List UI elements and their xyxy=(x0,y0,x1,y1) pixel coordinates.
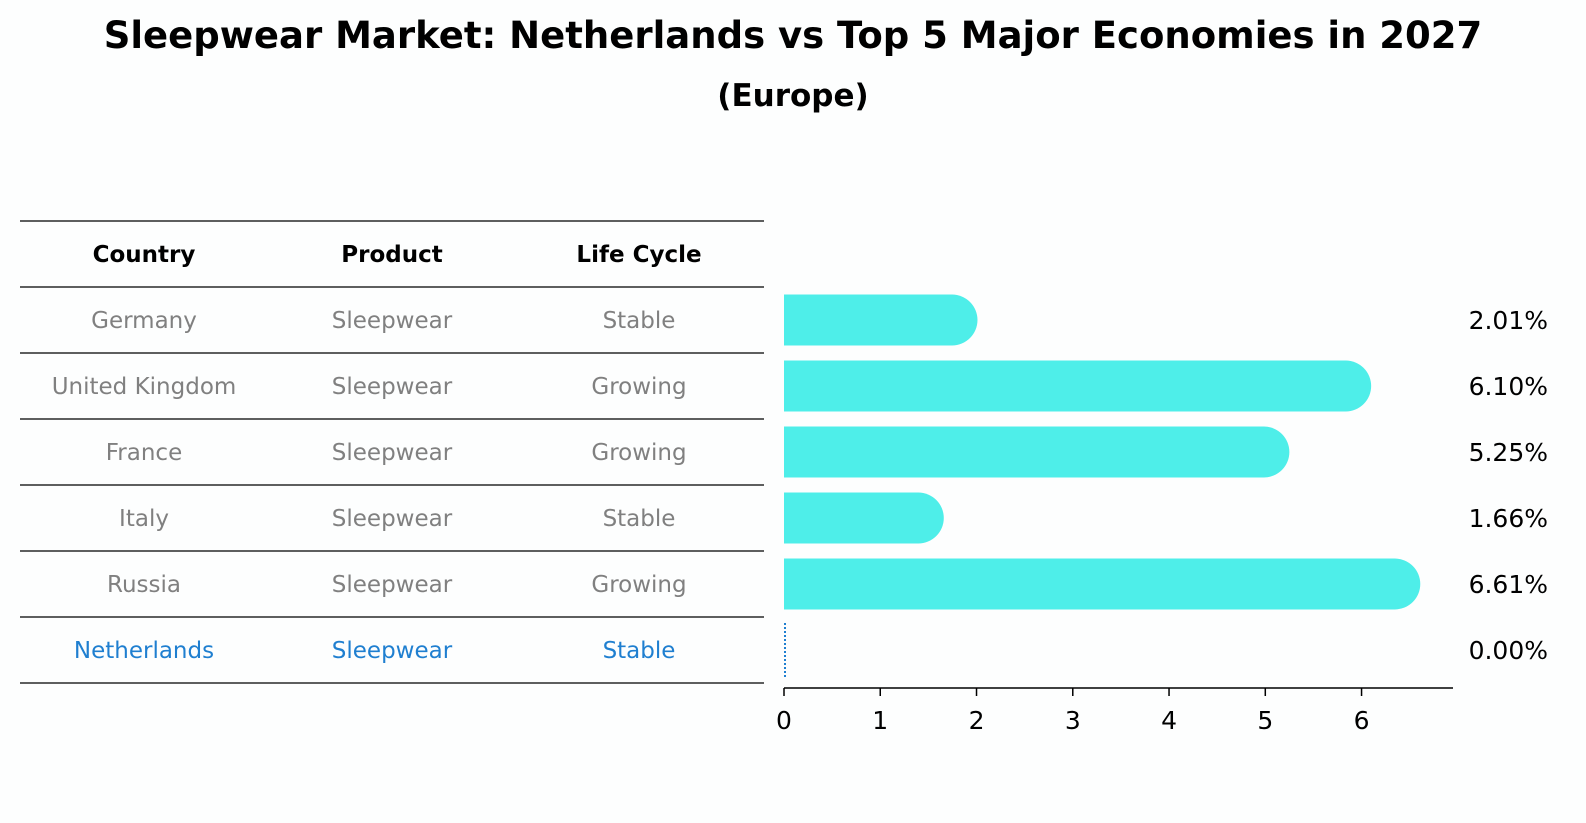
table-cell: Sleepwear xyxy=(332,638,453,664)
chart-title: Sleepwear Market: Netherlands vs Top 5 M… xyxy=(103,14,1483,57)
data-label: 2.01% xyxy=(1469,306,1548,335)
x-tick-label: 0 xyxy=(776,706,792,735)
table-cell: Sleepwear xyxy=(332,506,453,532)
table-cell: Sleepwear xyxy=(332,374,453,400)
table-cell: Sleepwear xyxy=(332,440,453,466)
table-cell: Growing xyxy=(591,374,686,400)
table-cell: Italy xyxy=(119,506,169,532)
table-cell: Stable xyxy=(603,638,676,664)
data-label: 6.61% xyxy=(1469,570,1548,599)
table-cell: Germany xyxy=(91,308,197,334)
bar xyxy=(784,558,1421,610)
table-cell: Sleepwear xyxy=(332,308,453,334)
bar xyxy=(784,294,978,346)
table-cell: Stable xyxy=(603,506,676,532)
data-label: 0.00% xyxy=(1469,636,1548,665)
chart-subtitle: (Europe) xyxy=(717,78,869,114)
table-cell: Sleepwear xyxy=(332,572,453,598)
table-header-cell: Life Cycle xyxy=(576,242,701,268)
table-cell: Stable xyxy=(603,308,676,334)
table-header-cell: Product xyxy=(341,242,442,268)
table-cell: France xyxy=(106,440,182,466)
bar xyxy=(784,360,1372,412)
x-tick-label: 3 xyxy=(1065,706,1081,735)
x-axis: 0 1 2 3 4 5 6 xyxy=(776,687,1453,735)
x-tick-label: 4 xyxy=(1161,706,1177,735)
x-tick-label: 5 xyxy=(1257,706,1273,735)
data-table: Country Product Life Cycle Germany Sleepwear… xyxy=(20,220,764,684)
bars-group xyxy=(784,294,1421,677)
data-label: 1.66% xyxy=(1469,504,1548,533)
table-cell: Russia xyxy=(107,572,181,598)
bar xyxy=(784,492,944,544)
value-labels: 2.01% 6.10% 5.25% 1.66% 6.61% 0.00% xyxy=(1469,306,1548,665)
table-header-cell: Country xyxy=(93,242,196,268)
table-cell: Growing xyxy=(591,572,686,598)
data-label: 5.25% xyxy=(1469,438,1548,467)
table-cell: United Kingdom xyxy=(52,374,237,400)
x-tick-label: 2 xyxy=(969,706,985,735)
x-tick-label: 6 xyxy=(1354,706,1370,735)
bar xyxy=(784,426,1290,478)
data-label: 6.10% xyxy=(1469,372,1548,401)
table-cell: Netherlands xyxy=(74,638,214,664)
table-cell: Growing xyxy=(591,440,686,466)
x-tick-label: 1 xyxy=(872,706,888,735)
